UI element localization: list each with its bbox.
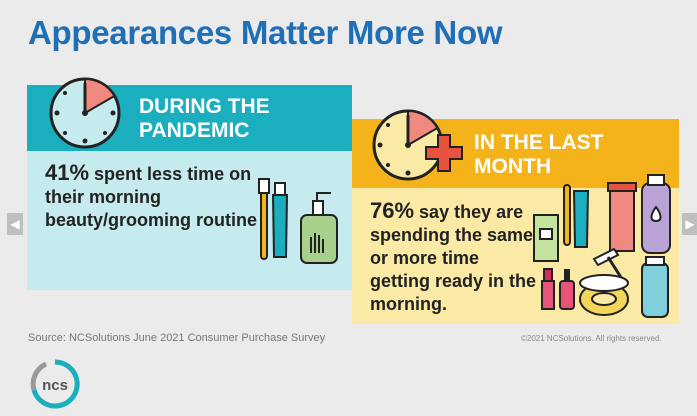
last-month-panel: IN THE LAST MONTH 76% say they are spend… [352,109,679,324]
ncs-logo: ncs [30,359,80,409]
pandemic-panel: DURING THE PANDEMIC 41% spent less time … [27,77,352,290]
last-month-stat: 76% say they are spending the same or mo… [370,199,540,316]
pandemic-stat: 41% spent less time on their morning bea… [45,161,265,232]
logo-text: ncs [42,377,68,394]
next-slide-button[interactable]: ▶ [682,213,697,235]
pandemic-stat-value: 41% [45,160,90,185]
chevron-left-icon: ◀ [10,217,20,231]
last-month-heading: IN THE LAST MONTH [474,131,604,178]
beauty-products-icon [533,174,671,318]
toothbrush-toothpaste-soap-icon [258,178,338,264]
last-month-stat-value: 76% [370,198,415,223]
plus-icon [425,134,463,172]
copyright-note: ©2021 NCSolutions. All rights reserved. [521,334,662,343]
last-month-stat-statement: say they are spending the same or more t… [370,202,537,314]
clock-icon [49,77,121,149]
page-title: Appearances Matter More Now [28,14,503,51]
pandemic-heading: DURING THE PANDEMIC [139,95,270,142]
source-note: Source: NCSolutions June 2021 Consumer P… [28,332,326,344]
chevron-right-icon: ▶ [685,217,695,231]
previous-slide-button[interactable]: ◀ [7,213,23,235]
pandemic-stat-statement: spent less time on their morning beauty/… [45,164,258,230]
